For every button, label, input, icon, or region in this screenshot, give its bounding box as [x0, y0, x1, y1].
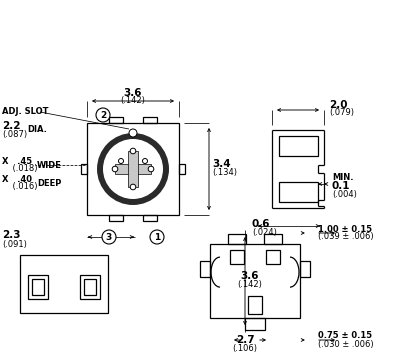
Bar: [248, 296, 262, 314]
Bar: [228, 234, 246, 244]
Bar: [200, 261, 210, 277]
Bar: [28, 275, 48, 299]
Text: (.024): (.024): [252, 228, 277, 237]
Bar: [109, 215, 123, 221]
Text: 3.4: 3.4: [212, 159, 231, 169]
Text: DEEP: DEEP: [37, 179, 61, 188]
Bar: [179, 164, 185, 174]
Text: (.039 ± .006): (.039 ± .006): [318, 232, 374, 241]
Bar: [80, 275, 100, 299]
Bar: [20, 255, 108, 313]
Text: 2.3: 2.3: [2, 230, 20, 240]
Bar: [245, 318, 265, 330]
Bar: [32, 279, 44, 295]
Circle shape: [150, 230, 164, 244]
Text: 2.0: 2.0: [329, 100, 348, 110]
Text: 0.1: 0.1: [332, 181, 350, 191]
Text: (.106): (.106): [232, 343, 258, 352]
Text: 2.2: 2.2: [2, 121, 20, 131]
Circle shape: [142, 159, 148, 163]
Circle shape: [118, 159, 124, 163]
Text: 2: 2: [100, 110, 106, 119]
Bar: [210, 244, 300, 318]
Circle shape: [103, 139, 163, 199]
Bar: [87, 123, 179, 215]
Circle shape: [129, 129, 137, 137]
Text: 3.6: 3.6: [241, 271, 259, 281]
Circle shape: [97, 133, 169, 205]
Text: WIDE: WIDE: [37, 160, 62, 170]
Bar: [143, 117, 157, 123]
Text: 3: 3: [106, 232, 112, 241]
Text: (.142): (.142): [120, 95, 146, 105]
Circle shape: [96, 108, 110, 122]
Text: 2.7: 2.7: [236, 335, 254, 345]
Text: DIA.: DIA.: [27, 126, 47, 135]
Text: (.016): (.016): [2, 183, 38, 192]
Bar: [230, 250, 244, 264]
Text: MIN.: MIN.: [332, 174, 354, 183]
Text: (.004): (.004): [332, 189, 357, 199]
Text: 1: 1: [154, 232, 160, 241]
Bar: [81, 164, 87, 174]
Text: (.018): (.018): [2, 164, 38, 174]
Circle shape: [102, 230, 116, 244]
Text: 0.75 ± 0.15: 0.75 ± 0.15: [318, 331, 372, 340]
Bar: [109, 117, 123, 123]
Bar: [84, 279, 96, 295]
Text: (.087): (.087): [2, 130, 27, 139]
Bar: [279, 182, 318, 202]
Text: ADJ. SLOT: ADJ. SLOT: [2, 107, 48, 117]
Circle shape: [130, 184, 136, 190]
Text: X   .40: X .40: [2, 175, 32, 184]
Text: (.134): (.134): [212, 168, 237, 178]
Bar: [266, 250, 280, 264]
Circle shape: [130, 148, 136, 154]
Bar: [279, 136, 318, 156]
Text: (.030 ± .006): (.030 ± .006): [318, 339, 374, 348]
Text: 0.6: 0.6: [252, 219, 270, 229]
Text: (.079): (.079): [329, 109, 354, 118]
Text: 1.00 ± 0.15: 1.00 ± 0.15: [318, 224, 372, 233]
Text: (.091): (.091): [2, 240, 27, 249]
Bar: [128, 151, 138, 187]
Bar: [143, 215, 157, 221]
Bar: [264, 234, 282, 244]
Bar: [115, 164, 151, 174]
Text: 3.6: 3.6: [124, 88, 142, 98]
Bar: [300, 261, 310, 277]
Circle shape: [112, 166, 118, 172]
Text: X   .45: X .45: [2, 156, 32, 166]
Text: (.142): (.142): [238, 280, 262, 289]
Circle shape: [148, 166, 154, 172]
